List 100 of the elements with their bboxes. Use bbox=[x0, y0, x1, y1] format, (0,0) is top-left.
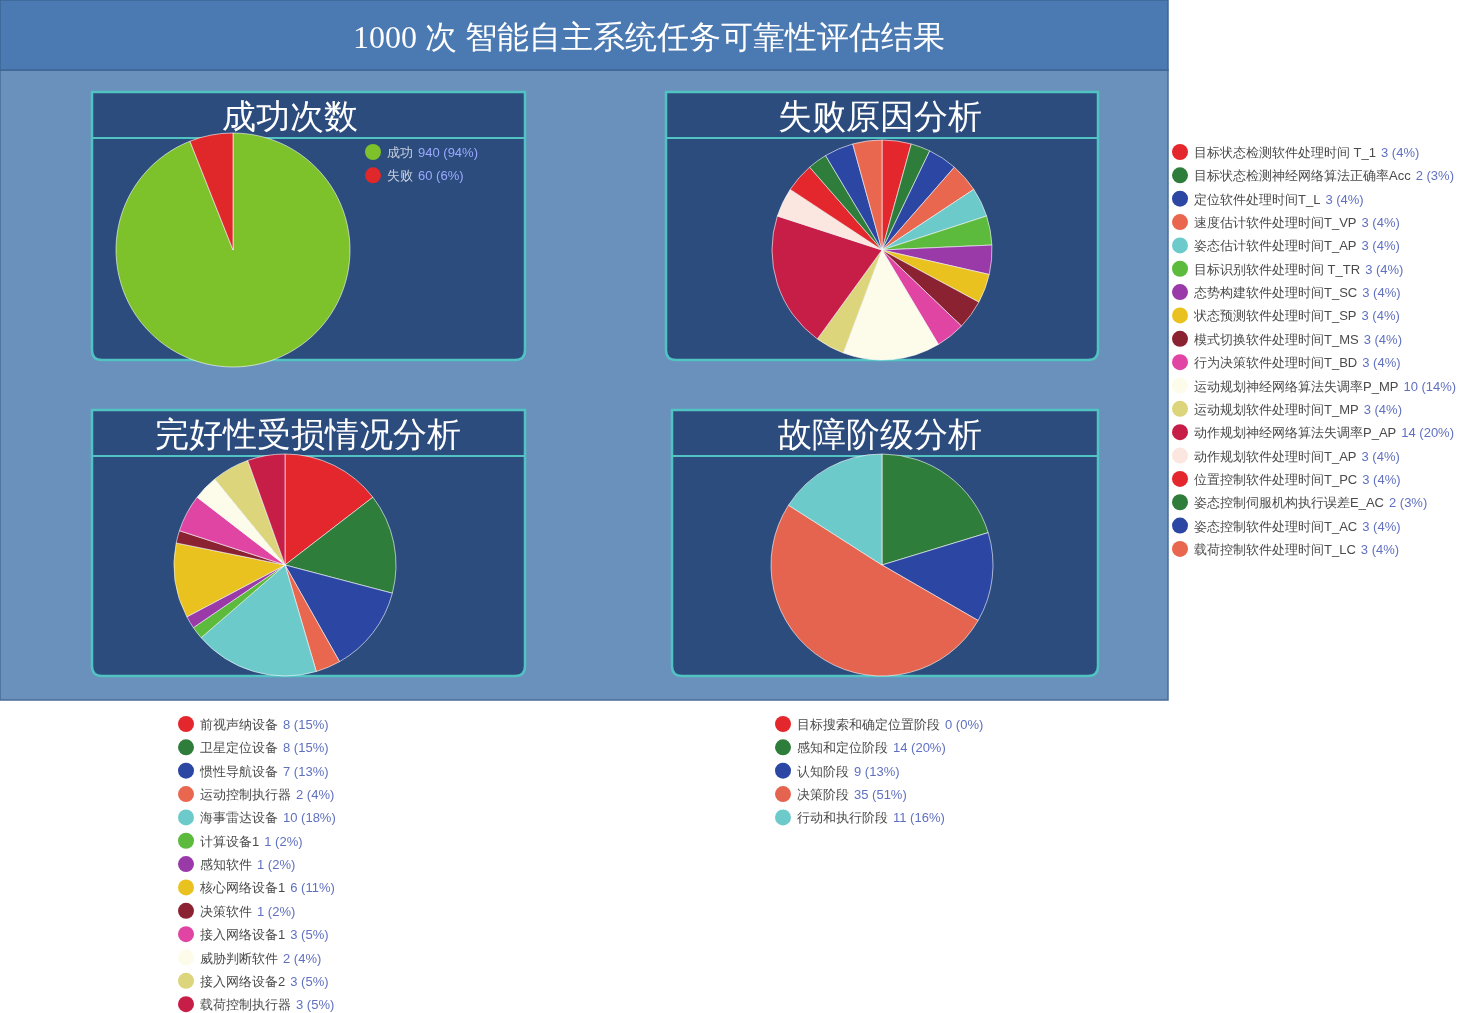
legend-label: 姿态控制伺服机构执行误差E_AC bbox=[1194, 495, 1384, 511]
legend-label: 模式切换软件处理时间T_MS bbox=[1194, 331, 1359, 347]
legend-label: 成功 bbox=[387, 145, 413, 160]
data-label: 8 (15%) bbox=[283, 740, 329, 756]
legend-label: 威胁判断软件 bbox=[200, 950, 278, 966]
legend-label: 接入网络设备1 bbox=[200, 927, 286, 943]
legend-label: 速度估计软件处理时间T_VP bbox=[1194, 215, 1357, 231]
legend-label: 接入网络设备2 bbox=[200, 973, 286, 989]
legend-label: 载荷控制软件处理时间T_LC bbox=[1194, 541, 1356, 557]
data-label: 2 (4%) bbox=[296, 787, 335, 803]
data-label: 8 (15%) bbox=[283, 717, 329, 732]
pie-slice bbox=[284, 453, 374, 566]
legend-label: 姿态估计软件处理时间T_AP bbox=[1194, 238, 1357, 254]
pie-slice bbox=[881, 453, 989, 566]
data-label: 14 (20%) bbox=[1401, 425, 1454, 441]
data-label: 3 (4%) bbox=[1362, 471, 1401, 487]
data-label: 6 (11%) bbox=[290, 880, 335, 896]
chart-title: 失败原因分析 bbox=[778, 98, 982, 135]
pie-slice bbox=[789, 166, 883, 251]
legend-label: 行为决策软件处理时间T_BD bbox=[1194, 355, 1358, 371]
pie-slice bbox=[200, 564, 317, 677]
legend-label: 失败 bbox=[387, 168, 413, 184]
data-label: 35 (51%) bbox=[854, 787, 907, 803]
legend-label: 惯性导航设备 bbox=[199, 763, 278, 779]
pie-slice bbox=[881, 249, 980, 327]
pie-slice bbox=[173, 542, 286, 618]
data-label: 60 (6%) bbox=[418, 168, 464, 184]
legend-label: 计算设备1 bbox=[200, 833, 260, 849]
pie-slice bbox=[881, 189, 987, 251]
legend-label: 决策阶段 bbox=[797, 787, 849, 803]
data-label: 3 (4%) bbox=[1362, 285, 1401, 301]
chart-title: 完好性受损情况分析 bbox=[155, 416, 461, 453]
legend-label: 决策软件 bbox=[200, 903, 252, 919]
pie-slice bbox=[881, 532, 994, 621]
data-label: 3 (4%) bbox=[1325, 191, 1364, 207]
data-label: 3 (4%) bbox=[1362, 355, 1401, 371]
legend-label: 目标状态检测软件处理时间 T_1 bbox=[1194, 145, 1377, 160]
legend-label: 感知软件 bbox=[200, 857, 252, 873]
legend-label: 认知阶段 bbox=[797, 763, 849, 779]
pie-slice bbox=[843, 249, 939, 361]
data-label: 3 (4%) bbox=[1362, 518, 1401, 534]
data-label: 3 (4%) bbox=[1381, 145, 1420, 160]
data-label: 2 (4%) bbox=[283, 950, 322, 966]
legend-label: 载荷控制执行器 bbox=[200, 997, 291, 1013]
legend-label: 海事雷达设备 bbox=[200, 810, 278, 826]
chart-title: 成功次数 bbox=[222, 98, 358, 135]
data-label: 10 (14%) bbox=[1403, 378, 1457, 394]
data-label: 1 (2%) bbox=[257, 857, 296, 873]
data-label: 3 (4%) bbox=[1365, 261, 1404, 277]
data-label: 3 (4%) bbox=[1361, 448, 1400, 464]
data-label: 3 (5%) bbox=[290, 973, 329, 989]
pie-slice bbox=[770, 504, 979, 677]
data-label: 3 (4%) bbox=[1361, 215, 1400, 231]
data-label: 1 (2%) bbox=[264, 833, 303, 849]
pie-slice bbox=[196, 478, 286, 566]
data-label: 11 (16%) bbox=[893, 810, 945, 826]
data-label: 1 (2%) bbox=[257, 903, 296, 919]
legend-label: 运动规划神经网络算法失调率P_MP bbox=[1194, 378, 1399, 394]
legend-label: 动作规划软件处理时间T_AP bbox=[1194, 448, 1357, 464]
pie-slice bbox=[214, 460, 286, 566]
pie-slice bbox=[179, 496, 286, 566]
data-label: 3 (4%) bbox=[1360, 541, 1400, 557]
legend-label: 目标搜索和确定位置阶段 bbox=[797, 717, 940, 732]
chart-title: 故障阶级分析 bbox=[778, 416, 982, 453]
legend-label: 动作规划神经网络算法失调率P_AP bbox=[1194, 425, 1397, 441]
legend-label: 前视声纳设备 bbox=[200, 717, 278, 732]
legend-label: 行动和执行阶段 bbox=[797, 810, 888, 826]
legend-label: 运动控制执行器 bbox=[200, 787, 291, 803]
pie-slice bbox=[881, 244, 993, 275]
legend-label: 目标状态检测神经网络算法正确率Acc bbox=[1194, 168, 1412, 184]
data-label: 3 (5%) bbox=[296, 997, 335, 1013]
data-label: 3 (4%) bbox=[1361, 238, 1400, 254]
data-label: 9 (13%) bbox=[854, 763, 900, 779]
data-label: 7 (13%) bbox=[283, 763, 329, 779]
data-label: 14 (20%) bbox=[893, 740, 946, 756]
pie-slice bbox=[881, 215, 993, 251]
pie-slice bbox=[817, 249, 883, 354]
data-label: 10 (18%) bbox=[283, 810, 336, 826]
data-label: 3 (5%) bbox=[290, 927, 329, 943]
legend-label: 目标识别软件处理时间 T_TR bbox=[1194, 261, 1361, 277]
pie-slice bbox=[771, 215, 883, 340]
pie-slice bbox=[777, 189, 883, 251]
pie-slice bbox=[825, 143, 883, 251]
pie-slice bbox=[284, 496, 397, 594]
pie-slice bbox=[881, 249, 962, 345]
legend-label: 定位软件处理时间T_L bbox=[1194, 191, 1321, 207]
legend-label: 核心网络设备1 bbox=[199, 880, 286, 896]
data-label: 2 (3%) bbox=[1415, 168, 1454, 184]
pie-slice bbox=[881, 249, 990, 303]
data-label: 3 (4%) bbox=[1363, 331, 1402, 347]
data-label: 3 (4%) bbox=[1361, 308, 1400, 324]
legend-label: 状态预测软件处理时间T_SP bbox=[1193, 308, 1357, 324]
legend-label: 位置控制软件处理时间T_PC bbox=[1194, 471, 1358, 487]
pie-slice bbox=[284, 564, 393, 662]
legend-label: 态势构建软件处理时间T_SC bbox=[1193, 285, 1358, 301]
pie-slice bbox=[247, 453, 286, 566]
legend-label: 姿态控制软件处理时间T_AC bbox=[1194, 518, 1358, 534]
legend-label: 感知和定位阶段 bbox=[797, 740, 888, 756]
data-label: 2 (3%) bbox=[1388, 495, 1428, 511]
legend-label: 运动规划软件处理时间T_MP bbox=[1194, 401, 1359, 417]
